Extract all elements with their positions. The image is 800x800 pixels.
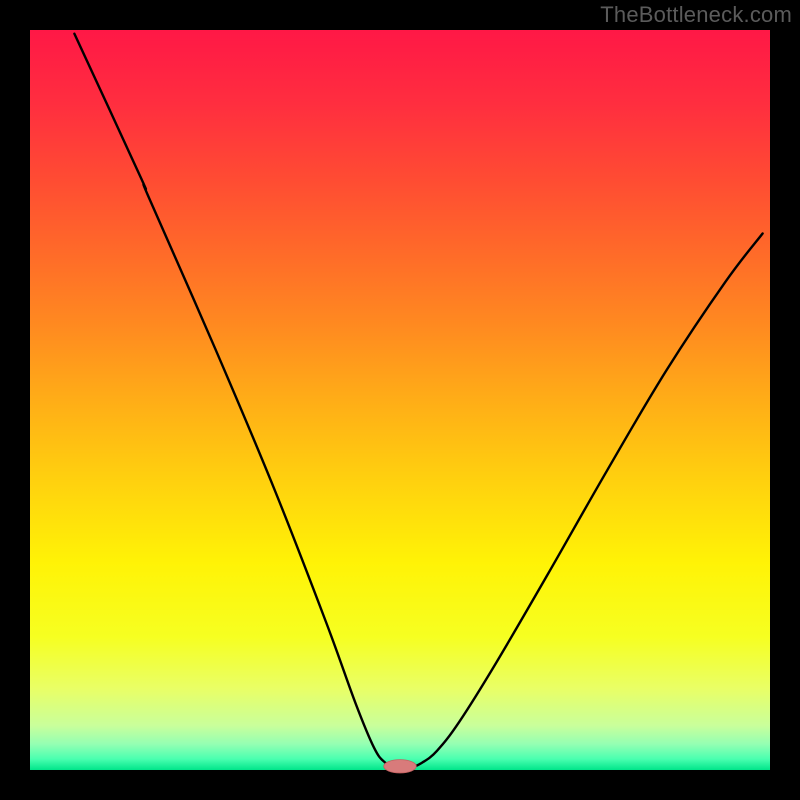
plot-area (30, 30, 770, 770)
min-marker (384, 760, 417, 773)
bottleneck-chart (0, 0, 800, 800)
watermark-text: TheBottleneck.com (600, 2, 792, 28)
chart-container: TheBottleneck.com (0, 0, 800, 800)
